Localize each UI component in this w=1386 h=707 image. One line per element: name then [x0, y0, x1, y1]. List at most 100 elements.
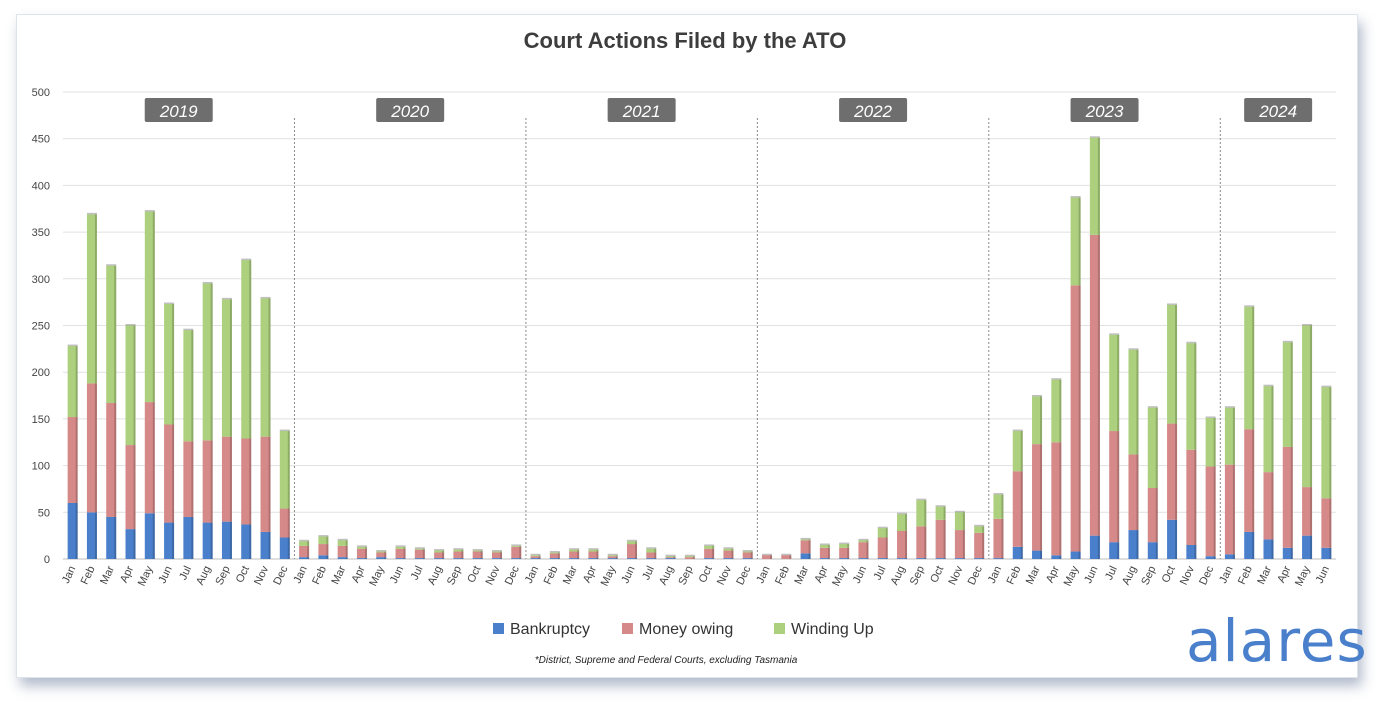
year-label: 2020 — [390, 102, 429, 121]
bar-segment — [1070, 551, 1081, 559]
bar-shade — [1040, 550, 1043, 559]
bar-shade — [345, 557, 348, 559]
bar-shade — [654, 548, 657, 553]
bar-shade — [172, 424, 175, 523]
bar-shade — [152, 211, 155, 403]
bar-segment — [202, 522, 213, 559]
bar-shade — [673, 556, 676, 558]
bar-segment — [299, 545, 310, 558]
bar-shade — [1097, 137, 1100, 235]
bar-shade — [422, 558, 425, 559]
bar-segment — [260, 531, 271, 559]
bar-cap — [762, 553, 773, 556]
bar-segment — [279, 431, 290, 509]
bar-shade — [1194, 343, 1197, 450]
bar-shade — [1078, 551, 1081, 559]
bar-cap — [1167, 303, 1178, 305]
legend: Bankruptcy Money owing Winding Up — [493, 621, 874, 638]
bar-segment — [453, 549, 464, 552]
bar-cap — [1263, 384, 1274, 387]
bar-segment — [511, 558, 522, 559]
bar-cap — [1147, 406, 1158, 408]
bar-cap — [1051, 378, 1062, 380]
bar-segment — [1224, 407, 1235, 465]
bar-shade — [191, 441, 194, 517]
bar-segment — [1167, 423, 1178, 520]
bar-cap — [607, 553, 618, 556]
bar-shade — [577, 551, 580, 559]
bar-shade — [1020, 546, 1023, 559]
bar-shade — [249, 438, 252, 525]
bar-cap — [839, 542, 850, 545]
bar-shade — [1194, 449, 1197, 545]
bar-segment — [897, 514, 908, 531]
bar-shade — [229, 436, 232, 522]
bar-shade — [191, 330, 194, 442]
x-tick-label: Apr — [350, 564, 368, 585]
bar-segment — [1012, 471, 1023, 547]
bar-shade — [962, 512, 965, 531]
bar-segment — [356, 548, 367, 559]
bar-shade — [905, 514, 908, 531]
x-tick-label: Oct — [928, 564, 946, 585]
bar-cap — [434, 549, 445, 551]
bar-shade — [422, 548, 425, 550]
x-tick-label: Sep — [676, 564, 695, 587]
bar-segment — [279, 508, 290, 538]
bar-segment — [183, 330, 194, 442]
bar-segment — [993, 558, 1004, 559]
bar-cap — [1186, 341, 1197, 344]
bar-segment — [202, 283, 213, 441]
bar-shade — [615, 555, 618, 557]
bar-shade — [943, 558, 946, 559]
bar-segment — [684, 556, 695, 558]
bar-segment — [67, 502, 78, 559]
bar-shade — [692, 556, 695, 558]
bar-shade — [943, 519, 946, 559]
bar-shade — [1020, 471, 1023, 547]
year-labels: 2019 2020 2021 2022 2023 2024 — [144, 98, 1313, 122]
bar-segment — [819, 544, 830, 548]
bar-segment — [1051, 379, 1062, 443]
bar-shade — [287, 431, 290, 509]
bar-cap — [511, 544, 522, 546]
bar-shade — [1097, 535, 1100, 559]
bar-shade — [866, 558, 869, 559]
x-tick-label: Feb — [773, 564, 792, 586]
bar-shade — [1155, 407, 1158, 489]
bar-shade — [519, 558, 522, 559]
bar-segment — [164, 424, 175, 523]
bar-cap — [414, 547, 425, 549]
bar-shade — [1001, 518, 1004, 559]
bar-segment — [356, 558, 367, 559]
bar-segment — [742, 551, 753, 553]
bar-segment — [800, 553, 811, 559]
bar-shade — [962, 530, 965, 559]
bar-shade — [731, 558, 734, 559]
bar-segment — [337, 540, 348, 546]
bar-shade — [1252, 531, 1255, 559]
bar-shade — [577, 558, 580, 559]
bar-segment — [781, 555, 792, 559]
bar-cap — [723, 547, 734, 549]
bar-segment — [1070, 197, 1081, 286]
bar-segment — [221, 436, 232, 522]
bar-shade — [943, 506, 946, 520]
bar-shade — [268, 531, 271, 559]
bar-segment — [742, 558, 753, 559]
bar-shade — [499, 551, 502, 553]
bars — [67, 136, 1332, 559]
bar-segment — [607, 558, 618, 559]
bar-shade — [1155, 488, 1158, 543]
bar-segment — [1302, 325, 1313, 488]
y-tick-label: 200 — [32, 367, 50, 379]
bar-shade — [499, 552, 502, 559]
bar-segment — [935, 558, 946, 559]
bar-shade — [596, 558, 599, 559]
bar-segment — [877, 537, 888, 559]
bar-segment — [1128, 530, 1139, 559]
bar-segment — [974, 558, 985, 559]
bar-segment — [1244, 429, 1255, 532]
bar-cap — [646, 547, 657, 549]
bar-shade — [403, 546, 406, 549]
